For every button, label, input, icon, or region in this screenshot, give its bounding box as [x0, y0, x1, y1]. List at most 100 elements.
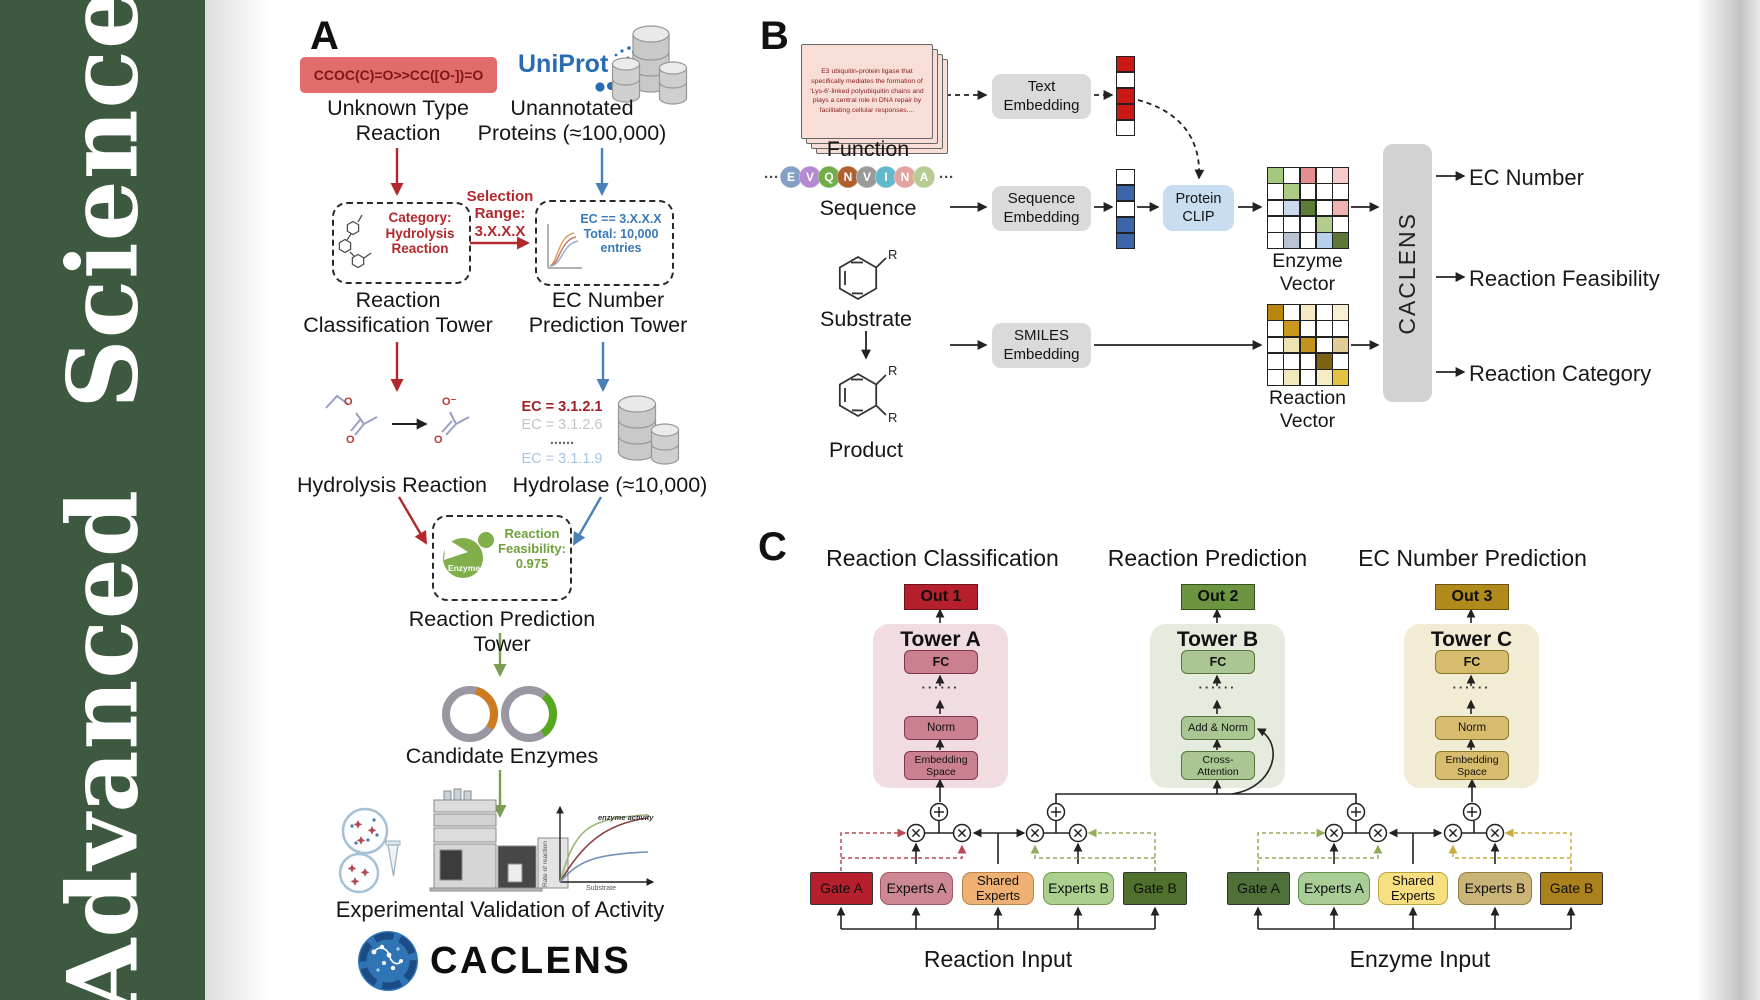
- classification-tower-label: Reaction Classification Tower: [303, 288, 493, 337]
- col-title-ec-prediction: EC Number Prediction: [1358, 545, 1587, 571]
- function-label: Function: [826, 137, 910, 161]
- tower-b-cross-attention: Cross- Attention: [1181, 751, 1255, 780]
- protein-clip-box: Protein CLIP: [1163, 185, 1234, 231]
- reaction-vector-label: Reaction Vector: [1269, 387, 1346, 432]
- caclens-logo-icon: [358, 931, 418, 991]
- multiply-icon: [1443, 823, 1463, 843]
- journal-title: Advanced Science: [46, 0, 159, 1000]
- unannotated-proteins-label: Unannotated Proteins (≈100,000): [477, 96, 667, 145]
- output-reaction-category: Reaction Category: [1469, 361, 1652, 386]
- multiply-icon: [1485, 823, 1505, 843]
- multiply-icon: [1324, 823, 1344, 843]
- uniprot-logo-text: UniProt: [518, 50, 609, 78]
- product-label: Product: [828, 438, 904, 462]
- reaction-experts-a: Experts A: [880, 872, 953, 905]
- ec-filter-label: EC == 3.X.X.X Total: 10,000 entries: [580, 212, 662, 255]
- unknown-reaction-label: Unknown Type Reaction: [327, 96, 469, 145]
- tower-a-fc: FC: [904, 650, 978, 674]
- prediction-tower-label: Reaction Prediction Tower: [408, 607, 596, 656]
- caclens-wordmark: CACLENS: [430, 940, 632, 982]
- text-embedding-vector: [1116, 56, 1135, 136]
- tower-b-dots: ······: [1198, 680, 1237, 695]
- tower-a-norm: Norm: [904, 716, 978, 740]
- page-edge-shadow: [1696, 0, 1760, 1000]
- candidate-enzymes-label: Candidate Enzymes: [405, 744, 599, 768]
- tower-c-dots: ······: [1452, 680, 1491, 695]
- out1-box: Out 1: [904, 584, 978, 610]
- multiply-icon: [952, 823, 972, 843]
- oxygen-atom-label: O: [346, 434, 355, 446]
- ec-filter-dashed-box: [535, 200, 674, 286]
- enzyme-word: Enzyme: [447, 563, 481, 573]
- sequence-embedding-vector: [1116, 169, 1135, 249]
- panel-b-label: B: [760, 14, 789, 58]
- substrate-label: Substrate: [819, 307, 913, 331]
- ec-item: EC = 3.1.2.1: [521, 399, 603, 415]
- add-icon: [1462, 802, 1482, 822]
- ec-item: EC = 3.1.2.6: [521, 417, 603, 433]
- category-label: Category: Hydrolysis Reaction: [385, 210, 455, 257]
- enzyme-shared-experts: Shared Experts: [1378, 872, 1448, 905]
- ec-item: EC = 3.1.1.9: [521, 451, 603, 467]
- ellipsis: ···: [939, 168, 954, 186]
- ec-tower-label: EC Number Prediction Tower: [528, 288, 688, 337]
- enzyme-experts-a: Experts A: [1298, 872, 1370, 905]
- function-card: E3 ubiquitin-protein ligase that specifi…: [801, 44, 933, 139]
- add-icon: [1046, 802, 1066, 822]
- multiply-icon: [906, 823, 926, 843]
- graph-x-label: Substrate: [586, 885, 616, 892]
- tower-b-title: Tower B: [1176, 628, 1259, 651]
- tower-b-fc: FC: [1181, 650, 1255, 674]
- reaction-gate-b: Gate B: [1123, 872, 1187, 905]
- panel-b-arrows: [861, 90, 1466, 377]
- text-embedding-box: Text Embedding: [992, 74, 1091, 119]
- journal-spine: Advanced Science: [0, 0, 205, 1000]
- tower-c-fc: FC: [1435, 650, 1509, 674]
- out3-box: Out 3: [1435, 584, 1509, 610]
- r-group-label: R: [888, 247, 898, 262]
- reaction-input-label: Reaction Input: [923, 946, 1073, 972]
- oxygen-atom-label: O: [434, 434, 443, 446]
- hydrolase-label: Hydrolase (≈10,000): [512, 473, 708, 497]
- sequence-embedding-box: Sequence Embedding: [992, 186, 1091, 231]
- plasmid-icons: [442, 686, 558, 742]
- caclens-module-bar: CACLENS: [1383, 144, 1432, 402]
- enzyme-experts-b: Experts B: [1458, 872, 1532, 905]
- sequence-label: Sequence: [819, 196, 917, 220]
- benzene-product-icon: [838, 372, 887, 418]
- add-icon: [929, 802, 949, 822]
- smiles-reaction-box: CCOC(C)=O>>CC([O-])=O: [300, 57, 497, 93]
- tower-a-embedding: Embedding Space: [904, 751, 978, 780]
- tower-c-embedding: Embedding Space: [1435, 751, 1509, 780]
- reaction-shared-experts: Shared Experts: [962, 872, 1034, 905]
- hydrolysis-label: Hydrolysis Reaction: [297, 473, 487, 497]
- feasibility-dashed-box: [432, 515, 572, 601]
- gating-op-icons: [906, 802, 1505, 843]
- ellipsis: ···: [764, 168, 779, 186]
- enzyme-gate-b: Gate B: [1540, 872, 1603, 905]
- feasibility-label: Reaction Feasibility: 0.975: [498, 526, 566, 572]
- database-icon: [611, 25, 688, 105]
- col-title-reaction-classification: Reaction Classification: [826, 545, 1059, 571]
- caclens-bar-text: CACLENS: [1394, 211, 1420, 335]
- multiply-icon: [1068, 823, 1088, 843]
- enzyme-input-label: Enzyme Input: [1349, 946, 1491, 972]
- oxygen-anion-label: O⁻: [442, 396, 457, 408]
- multiply-icon: [1368, 823, 1388, 843]
- multiply-icon: [1025, 823, 1045, 843]
- panel-c-label: C: [758, 525, 787, 569]
- panel-a-label: A: [310, 14, 339, 58]
- tower-a-dots: ······: [921, 680, 960, 695]
- enzyme-gate-a: Gate A: [1227, 872, 1290, 905]
- selection-range-label: Selection Range: 3.X.X.X: [466, 188, 534, 240]
- oxygen-atom-label: O: [344, 396, 353, 408]
- validation-label: Experimental Validation of Activity: [335, 897, 665, 922]
- enzyme-vector-label: Enzyme Vector: [1272, 250, 1343, 295]
- tower-b-add-norm: Add & Norm: [1181, 716, 1255, 740]
- col-title-reaction-prediction: Reaction Prediction: [1107, 545, 1308, 571]
- ec-item: ......: [549, 432, 575, 448]
- tower-c-norm: Norm: [1435, 716, 1509, 740]
